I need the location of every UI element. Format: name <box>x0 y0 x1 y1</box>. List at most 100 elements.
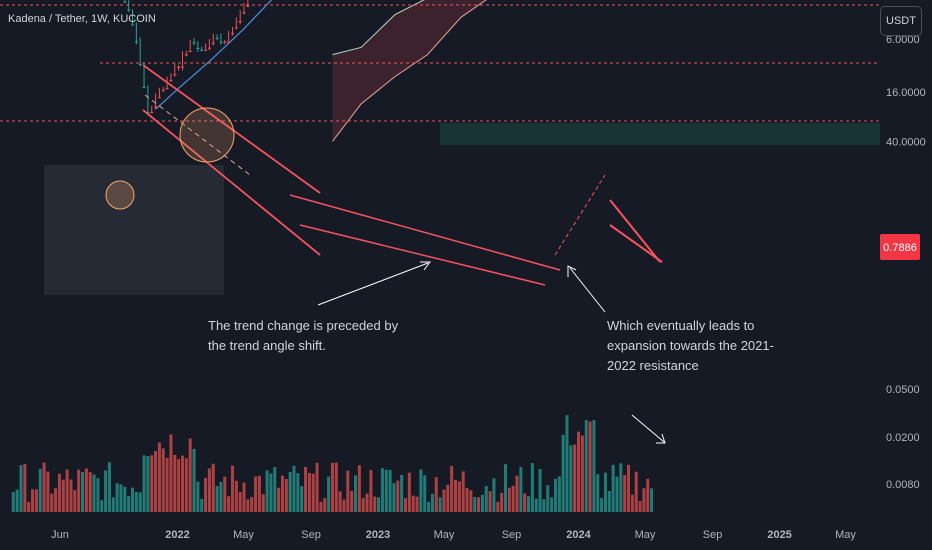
drawings <box>0 4 880 444</box>
senkou-span-a <box>332 0 487 142</box>
volume-bar <box>588 421 592 512</box>
volume-bar <box>511 485 515 512</box>
volume-bar <box>573 444 577 512</box>
volume-bar <box>269 473 273 512</box>
volume-bar <box>623 474 627 512</box>
volume-bar <box>304 467 308 512</box>
volume-bar <box>96 478 100 512</box>
volume-bar <box>457 481 461 512</box>
volume-bar <box>396 480 400 512</box>
volume-bar <box>477 497 481 512</box>
volume-bar <box>92 474 96 512</box>
volume-bar <box>142 455 146 512</box>
volume-bar <box>527 496 531 512</box>
note-right-line-2: expansion towards the 2021- <box>607 338 774 353</box>
volume-bar <box>492 478 496 512</box>
volume-bar <box>404 498 408 512</box>
current-price-label: 0.7886 <box>883 242 917 254</box>
candle-body <box>138 64 142 66</box>
volume-bar <box>173 454 177 512</box>
volume-bar <box>388 469 392 512</box>
volume-bar <box>523 493 527 512</box>
channel-upper-line <box>142 64 321 194</box>
volume-bar <box>584 419 588 512</box>
volume-bar <box>615 476 619 512</box>
time-tick-label: Jun <box>51 529 69 541</box>
price-tick-label: 0.0500 <box>886 384 920 396</box>
volume-bar <box>69 479 73 512</box>
candle-body <box>238 21 242 23</box>
volume-bar <box>469 490 473 512</box>
volume-bar <box>196 481 200 512</box>
volume-bar <box>180 455 184 512</box>
volume-bar <box>361 498 365 512</box>
candle-body <box>188 50 192 52</box>
candle-body <box>184 54 188 56</box>
current-price-tag <box>880 234 920 260</box>
candle-body <box>192 42 196 44</box>
volume-bar <box>54 488 58 512</box>
candle-body <box>127 9 131 11</box>
candle-body <box>157 97 161 99</box>
volume-bar <box>246 499 250 512</box>
time-tick-label: 2023 <box>366 529 390 541</box>
volume-bar <box>65 469 69 512</box>
volume-bar <box>315 462 319 512</box>
volume-bar <box>77 469 81 512</box>
volume-bar <box>50 493 54 512</box>
volume-bar <box>123 486 127 512</box>
time-tick-label: 2025 <box>767 529 791 541</box>
volume-bar <box>277 487 281 512</box>
volume-bar <box>319 501 323 512</box>
volume-bar <box>442 489 446 512</box>
volume-bar <box>450 465 454 512</box>
volume-bar <box>334 462 338 512</box>
chart-title: Kadena / Tether, 1W, KUCOIN <box>8 13 156 25</box>
candle-body <box>169 79 173 81</box>
volume-bar <box>46 471 50 512</box>
volume-bar <box>650 488 654 512</box>
volume-bar <box>192 448 196 512</box>
volume-bar <box>265 470 269 512</box>
volume-bar <box>565 415 569 512</box>
volume-bar <box>461 471 465 512</box>
volume-bar <box>438 497 442 512</box>
volume-bar <box>561 434 565 512</box>
highlight-circle-large <box>179 107 235 163</box>
volume-bar <box>330 462 334 512</box>
candle-body <box>161 90 165 92</box>
volume-bar <box>169 434 173 512</box>
volume-bar <box>373 496 377 512</box>
volume-bar <box>257 475 261 512</box>
candle-body <box>234 27 238 29</box>
volume-bar <box>642 488 646 512</box>
volume-bar <box>419 469 423 512</box>
volume-bar <box>357 465 361 512</box>
currency-button[interactable]: USDT <box>880 6 922 36</box>
price-axis: 40.000016.00006.00002.50001.10000.40000.… <box>886 34 926 491</box>
volume-bar <box>453 479 457 512</box>
volume-bar <box>415 496 419 512</box>
price-tick-label: 16.0000 <box>886 87 926 99</box>
volume-bar <box>634 471 638 512</box>
price-tick-label: 6.0000 <box>886 34 920 46</box>
time-tick-label: 2022 <box>165 529 189 541</box>
trendline-lower <box>299 224 546 286</box>
volume-bar <box>250 497 254 512</box>
volume-bar <box>484 486 488 512</box>
volume-bar <box>165 457 169 512</box>
volume-bar <box>11 492 15 512</box>
flag-upper-line <box>609 199 661 263</box>
volume-bar <box>204 477 208 512</box>
volume-bar <box>596 474 600 512</box>
volume-bar <box>423 475 427 512</box>
highlight-circle-small <box>105 180 135 210</box>
volume-bar <box>519 467 523 512</box>
note-left-line-2: the trend angle shift. <box>208 338 326 353</box>
volume-bar <box>288 471 292 512</box>
volume-bar <box>407 472 411 512</box>
candle-body <box>165 88 169 90</box>
volume-bar <box>557 476 561 512</box>
volume-bar <box>603 472 607 512</box>
volume-bar <box>200 498 204 512</box>
